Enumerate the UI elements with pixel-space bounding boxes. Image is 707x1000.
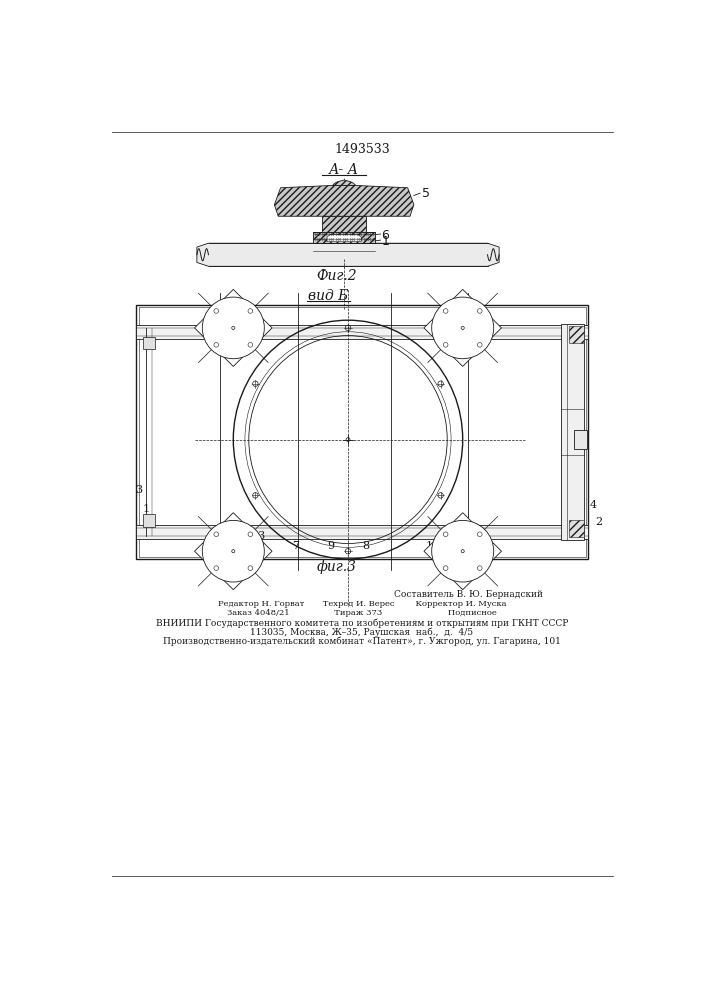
Polygon shape bbox=[194, 289, 272, 366]
Text: 1493533: 1493533 bbox=[334, 143, 390, 156]
Text: 8: 8 bbox=[362, 541, 369, 551]
Polygon shape bbox=[313, 232, 375, 243]
Text: 2: 2 bbox=[595, 517, 602, 527]
Text: 113035, Москва, Ж–35, Раушская  наб.,  д.  4/5: 113035, Москва, Ж–35, Раушская наб., д. … bbox=[250, 627, 474, 637]
Circle shape bbox=[432, 297, 493, 359]
Text: Заказ 4048/21                 Тираж 373                         Подписное: Заказ 4048/21 Тираж 373 Подписное bbox=[227, 609, 497, 617]
Polygon shape bbox=[332, 180, 356, 185]
Text: Фиг.2: Фиг.2 bbox=[316, 269, 357, 283]
Text: ВНИИПИ Государственного комитета по изобретениям и открытиям при ГКНТ СССР: ВНИИПИ Государственного комитета по изоб… bbox=[156, 618, 568, 628]
Polygon shape bbox=[274, 185, 414, 216]
Text: 12: 12 bbox=[235, 550, 249, 560]
Bar bbox=[569, 326, 585, 343]
Polygon shape bbox=[327, 235, 361, 242]
Text: 9: 9 bbox=[327, 541, 334, 551]
Text: 6: 6 bbox=[381, 229, 389, 242]
Text: 11: 11 bbox=[426, 541, 440, 551]
Text: вид Б: вид Б bbox=[308, 289, 349, 303]
Text: Производственно-издательский комбинат «Патент», г. Ужгород, ул. Гагарина, 101: Производственно-издательский комбинат «П… bbox=[163, 637, 561, 646]
Text: 1: 1 bbox=[143, 504, 150, 514]
Bar bbox=[569, 520, 585, 537]
Text: Составитель В. Ю. Бернадский: Составитель В. Ю. Бернадский bbox=[394, 590, 543, 599]
Polygon shape bbox=[197, 243, 499, 266]
Text: А- А: А- А bbox=[329, 163, 359, 177]
Polygon shape bbox=[424, 513, 501, 590]
Text: 1: 1 bbox=[381, 235, 389, 248]
Circle shape bbox=[202, 297, 264, 359]
Bar bbox=[139, 307, 586, 557]
Text: 5: 5 bbox=[421, 187, 430, 200]
Bar bbox=[136, 325, 588, 339]
Bar bbox=[574, 430, 587, 449]
Polygon shape bbox=[194, 513, 272, 590]
Bar bbox=[143, 337, 155, 349]
Text: 7: 7 bbox=[293, 541, 300, 551]
Circle shape bbox=[202, 520, 264, 582]
Text: 4: 4 bbox=[590, 500, 597, 510]
Bar bbox=[561, 324, 585, 540]
Circle shape bbox=[432, 520, 493, 582]
Bar bbox=[136, 525, 588, 539]
Bar bbox=[143, 514, 155, 527]
Bar bbox=[136, 305, 588, 559]
Text: фиг.3: фиг.3 bbox=[316, 559, 356, 574]
Text: 3: 3 bbox=[135, 485, 142, 495]
Polygon shape bbox=[322, 216, 366, 232]
Polygon shape bbox=[424, 289, 501, 366]
Text: Редактор Н. Горват       Техред И. Верес        Корректор И. Муска: Редактор Н. Горват Техред И. Верес Корре… bbox=[218, 600, 506, 608]
Text: 13: 13 bbox=[252, 531, 266, 541]
